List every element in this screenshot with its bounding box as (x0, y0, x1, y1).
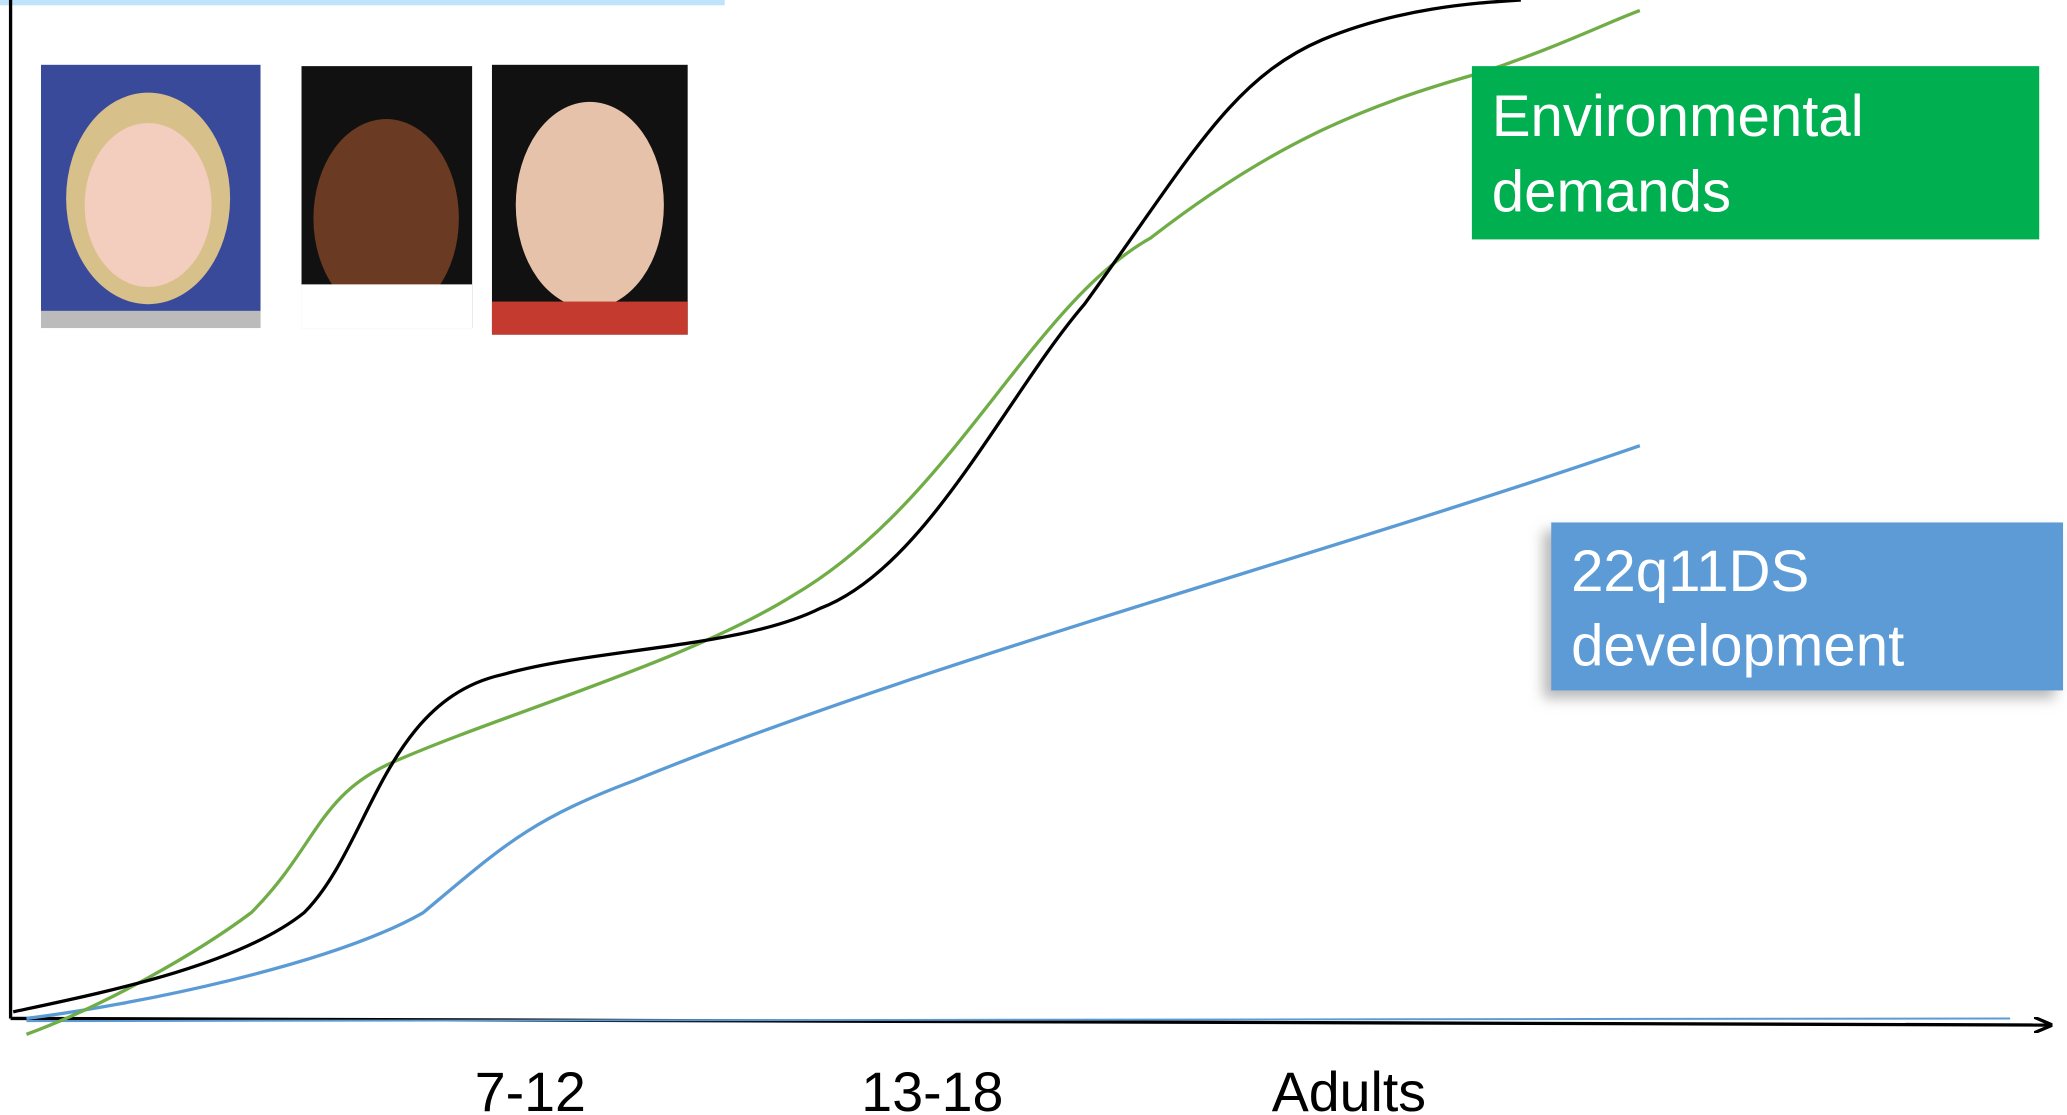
x-label: 13-18 (861, 1061, 1003, 1115)
box-text: development (1571, 613, 1904, 678)
box-text: Environmental (1492, 84, 1864, 149)
demands-curve (26, 11, 1639, 1035)
top-bar (0, 0, 725, 5)
diagram: Environmental demands 22q11DS developmen… (0, 0, 2067, 1115)
page: Environmental demands 22q11DS developmen… (0, 0, 2067, 1115)
development-curve (26, 446, 1639, 1019)
photo (302, 66, 473, 328)
photo (492, 65, 688, 335)
box-text: 22q11DS (1571, 539, 1809, 604)
box-text: demands (1492, 160, 1731, 225)
x-label: Adults (1272, 1061, 1426, 1115)
x-label: 7-12 (475, 1061, 586, 1115)
photo (41, 65, 261, 328)
